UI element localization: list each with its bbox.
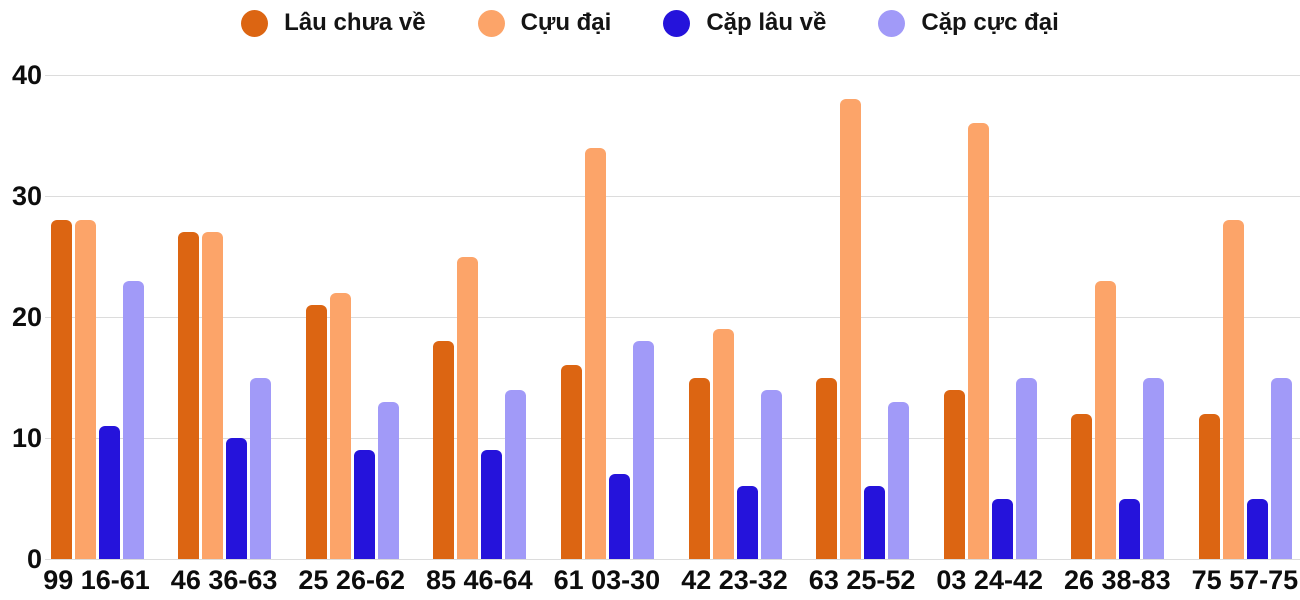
bar-group — [560, 147, 654, 559]
y-axis-tick-label: 40 — [11, 60, 42, 90]
bar-series-3[interactable] — [736, 486, 758, 559]
x-axis-tick-label: 03 24-42 — [936, 565, 1043, 595]
bar-group — [433, 256, 527, 559]
gridline — [45, 438, 1300, 439]
bar-group — [305, 292, 399, 559]
bar-series-4[interactable] — [888, 401, 910, 559]
bar-series-3[interactable] — [481, 450, 503, 559]
bar-series-4[interactable] — [1143, 377, 1165, 559]
bar-series-1[interactable] — [560, 365, 582, 559]
bar-series-3[interactable] — [98, 425, 120, 559]
bar-series-1[interactable] — [433, 341, 455, 559]
bar-series-3[interactable] — [353, 450, 375, 559]
bar-series-2[interactable] — [584, 147, 606, 559]
bar-series-2[interactable] — [840, 99, 862, 559]
bar-series-4[interactable] — [632, 341, 654, 559]
y-axis-tick-label: 20 — [11, 302, 42, 332]
legend-item[interactable]: Cựu đại — [477, 9, 612, 37]
bar-series-1[interactable] — [1198, 413, 1220, 559]
legend-item[interactable]: Cặp lâu về — [663, 9, 826, 37]
bar-series-3[interactable] — [226, 438, 248, 559]
bar-series-3[interactable] — [991, 498, 1013, 559]
x-axis-tick-label: 99 16-61 — [43, 565, 150, 595]
y-axis-tick-label: 30 — [11, 181, 42, 211]
x-axis-tick-label: 61 03-30 — [553, 565, 661, 595]
bar-group — [688, 329, 782, 559]
bar-series-3[interactable] — [864, 486, 886, 559]
legend-label: Cựu đại — [520, 9, 612, 36]
legend-item[interactable]: Cặp cực đại — [878, 9, 1059, 37]
bar-series-2[interactable] — [457, 256, 479, 559]
y-axis-tick-label: 10 — [11, 423, 42, 453]
x-axis-tick-label: 85 46-64 — [426, 565, 533, 595]
bar-series-4[interactable] — [122, 280, 144, 559]
bar-series-3[interactable] — [1246, 498, 1268, 559]
bar-group — [50, 220, 144, 559]
bar-series-2[interactable] — [202, 232, 224, 559]
legend-label: Cặp cực đại — [921, 9, 1059, 36]
bar-series-2[interactable] — [712, 329, 734, 559]
bar-series-1[interactable] — [305, 304, 327, 559]
bar-series-4[interactable] — [377, 401, 399, 559]
bar-group — [1198, 220, 1292, 559]
bar-group — [943, 123, 1037, 559]
legend-swatch-circle-icon — [878, 9, 906, 37]
bar-group — [1071, 280, 1165, 559]
bar-group — [816, 99, 910, 559]
x-axis-tick-label: 46 36-63 — [170, 565, 278, 595]
legend-swatch-circle-icon — [477, 9, 505, 37]
bar-series-4[interactable] — [1270, 377, 1292, 559]
gridline — [45, 75, 1300, 76]
bar-series-4[interactable] — [760, 389, 782, 559]
bar-series-4[interactable] — [1015, 377, 1037, 559]
bar-series-4[interactable] — [505, 389, 527, 559]
gridline — [45, 196, 1300, 197]
x-axis-tick-label: 42 23-32 — [681, 565, 788, 595]
bar-series-2[interactable] — [1222, 220, 1244, 559]
bar-series-3[interactable] — [1119, 498, 1141, 559]
legend-label: Lâu chưa về — [284, 9, 426, 36]
legend-swatch-circle-icon — [663, 9, 691, 37]
bar-series-1[interactable] — [1071, 413, 1093, 559]
bar-series-2[interactable] — [1095, 280, 1117, 559]
bar-series-2[interactable] — [329, 292, 351, 559]
x-axis-tick-label: 63 25-52 — [808, 565, 916, 595]
gridline — [45, 559, 1300, 560]
bar-series-1[interactable] — [943, 389, 965, 559]
bar-series-2[interactable] — [74, 220, 96, 559]
gridline — [45, 317, 1300, 318]
bar-series-2[interactable] — [967, 123, 989, 559]
bar-series-1[interactable] — [688, 377, 710, 559]
x-axis-tick-label: 75 57-75 — [1191, 565, 1299, 595]
chart-legend: Lâu chưa về Cựu đại Cặp lâu về Cặp cực đại — [0, 6, 1300, 40]
legend-label: Cặp lâu về — [706, 9, 827, 36]
legend-swatch-circle-icon — [241, 9, 269, 37]
legend-item[interactable]: Lâu chưa về — [241, 9, 426, 37]
x-axis-tick-label: 26 38-83 — [1064, 565, 1171, 595]
bar-series-4[interactable] — [250, 377, 272, 559]
bar-series-3[interactable] — [608, 474, 630, 559]
bar-series-1[interactable] — [178, 232, 200, 559]
bar-group — [178, 232, 272, 559]
y-axis-tick-label: 0 — [26, 544, 42, 574]
x-axis-tick-label: 25 26-62 — [298, 565, 405, 595]
bar-series-1[interactable] — [816, 377, 838, 559]
bar-series-1[interactable] — [50, 220, 72, 559]
